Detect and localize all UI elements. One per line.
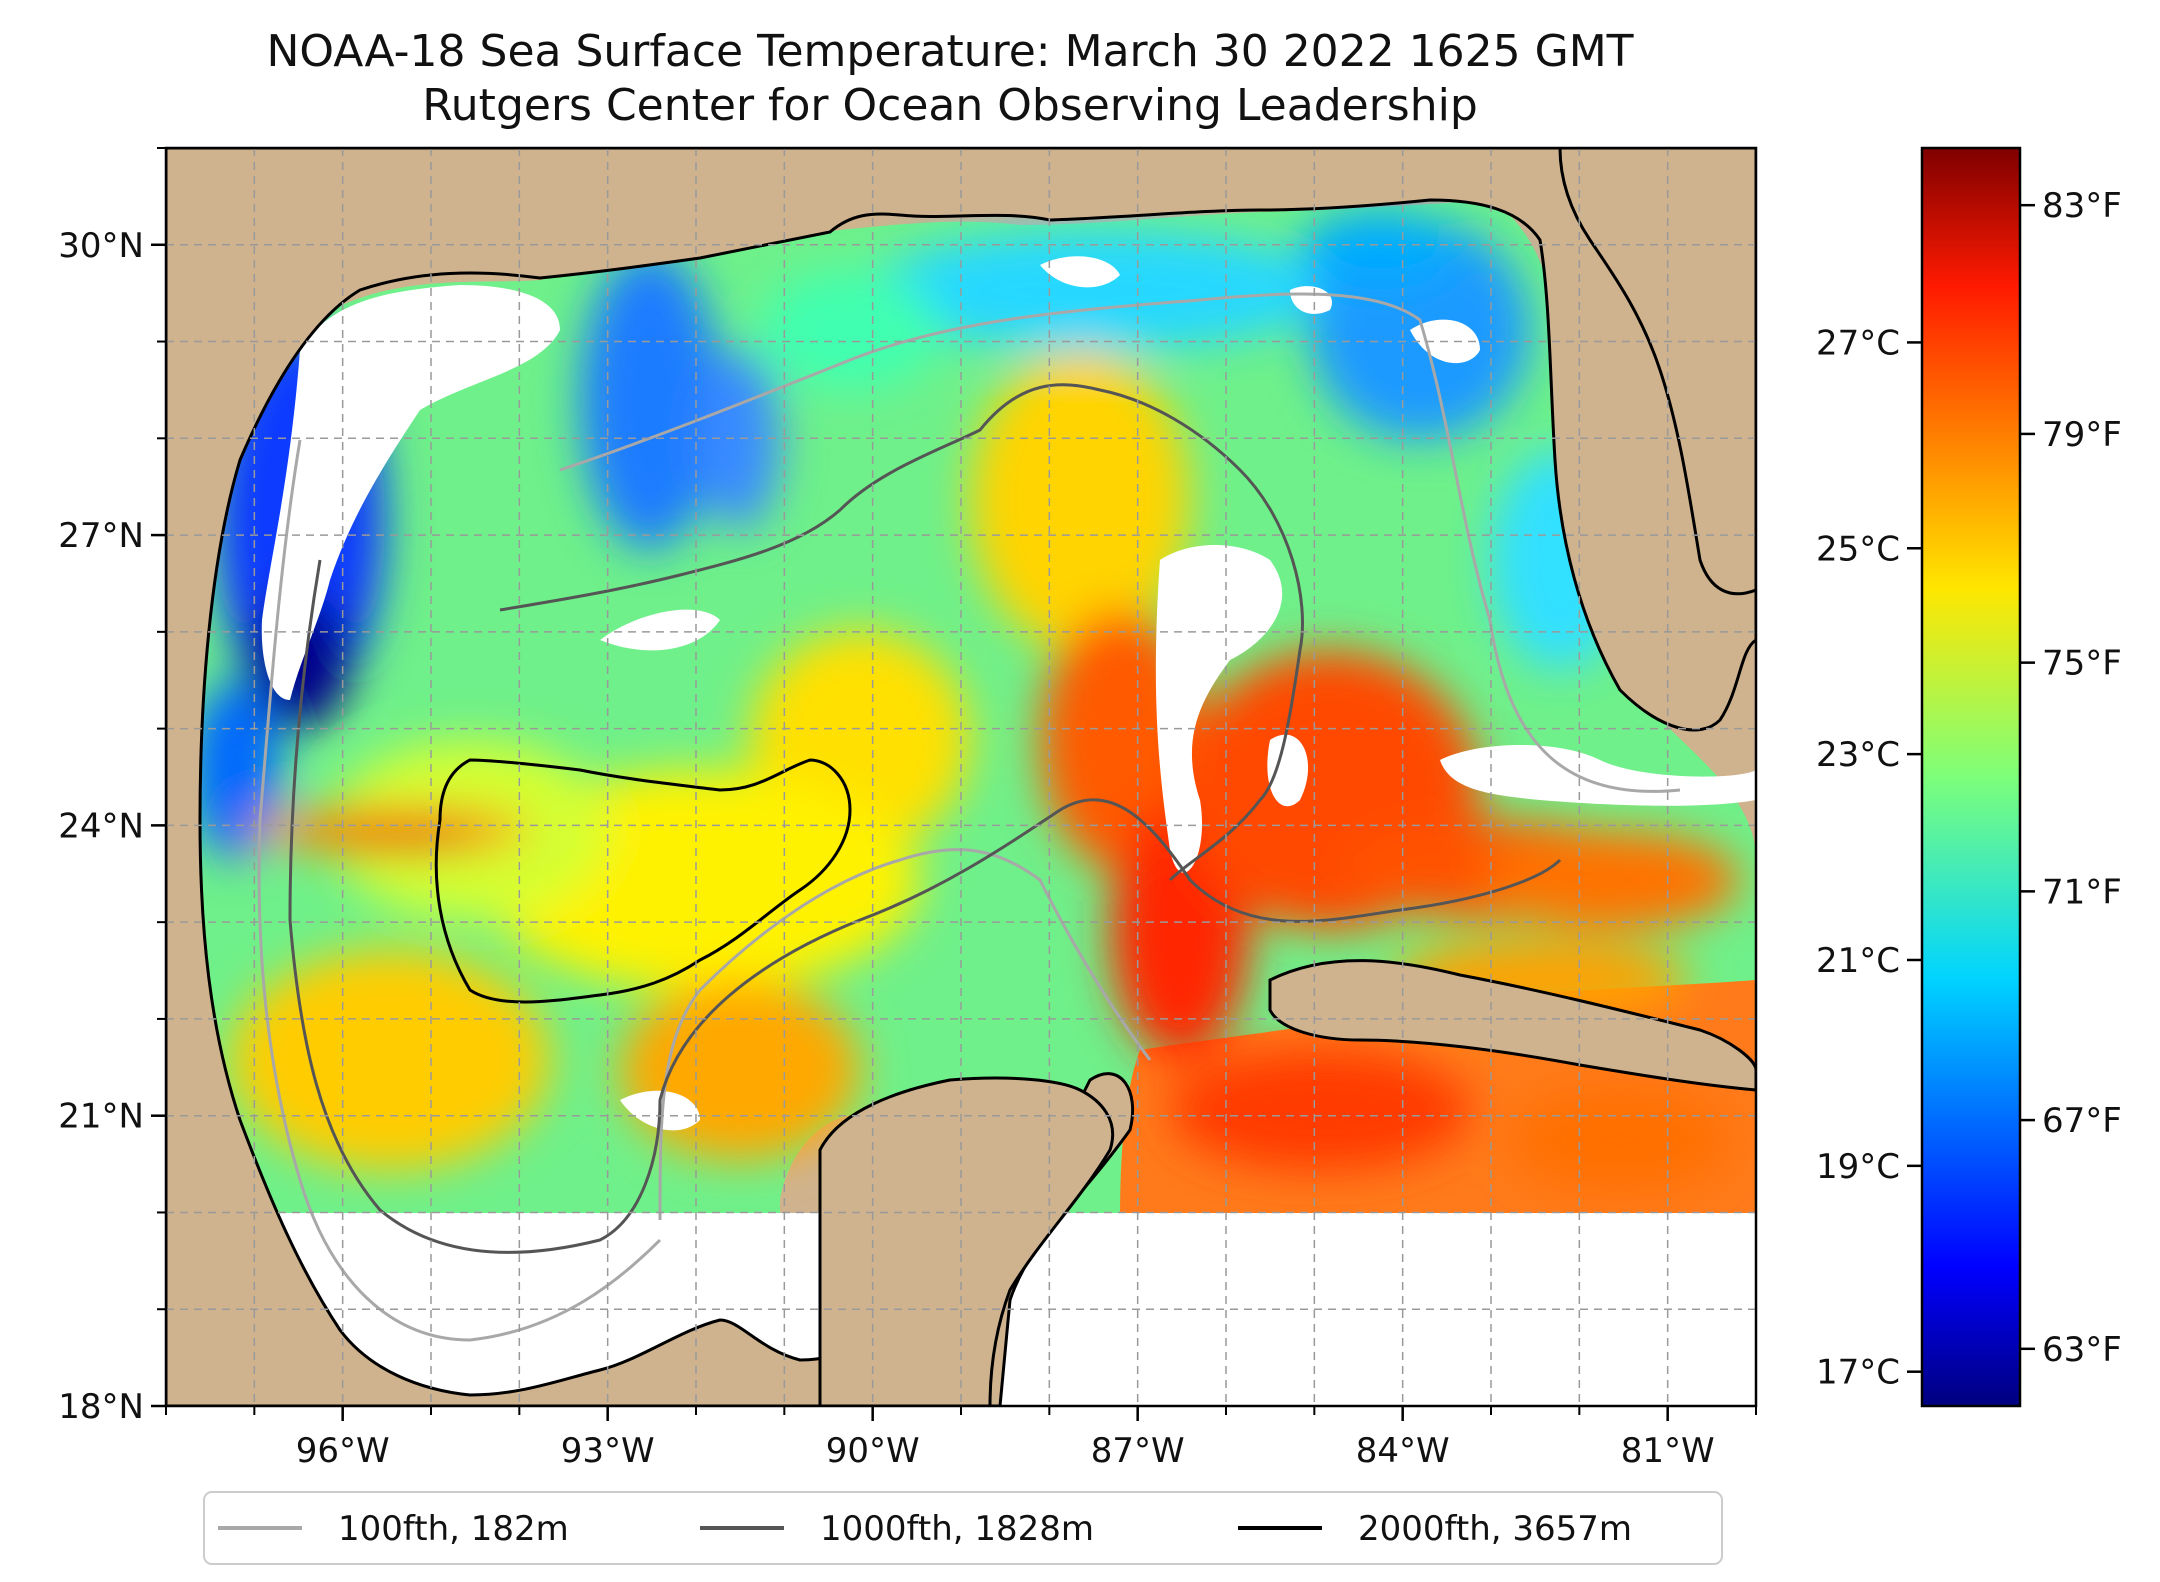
legend-item-label: 2000fth, 3657m — [1358, 1509, 1632, 1549]
latitude-ticks: 30°N 27°N 24°N 21°N 18°N — [58, 147, 166, 1427]
celsius-tick-label: 19°C — [1816, 1147, 1900, 1187]
contour-100fth — [257, 292, 1681, 1342]
lat-tick-label: 24°N — [58, 806, 144, 846]
legend-item-label: 100fth, 182m — [338, 1509, 569, 1549]
lon-tick-label: 84°W — [1356, 1431, 1450, 1471]
fahrenheit-tick-label: 63°F — [2042, 1330, 2122, 1370]
yucatan-peninsula — [818, 1076, 1115, 1406]
colorbar-gradient — [1920, 146, 2022, 1408]
colorbar: 27°C 25°C 23°C 21°C 19°C 17°C 83°F 79°F 75°F 71°… — [1816, 146, 2122, 1408]
bathymetry-contours — [257, 292, 1681, 1342]
land-masses — [166, 148, 1756, 1406]
celsius-tick-label: 21°C — [1816, 941, 1900, 981]
cuba — [1268, 959, 1756, 1092]
title-line-2: Rutgers Center for Ocean Observing Leade… — [422, 80, 1478, 131]
map-panel — [166, 148, 1756, 1406]
celsius-tick-label: 27°C — [1816, 323, 1900, 363]
fahrenheit-tick-label: 79°F — [2042, 415, 2122, 455]
contour-1000fth — [288, 383, 1562, 1254]
fahrenheit-tick-label: 75°F — [2042, 644, 2122, 684]
fahrenheit-tick-label: 71°F — [2042, 872, 2122, 912]
florida-peninsula — [1558, 148, 1756, 596]
longitude-ticks: 96°W 93°W 90°W 87°W 84°W 81°W — [165, 1406, 1757, 1471]
fahrenheit-tick-label: 83°F — [2042, 186, 2122, 226]
legend-box — [203, 1491, 1723, 1565]
fahrenheit-tick-label: 67°F — [2042, 1101, 2122, 1141]
celsius-tick-label: 25°C — [1816, 529, 1900, 569]
colorbar-fahrenheit-ticks: 83°F 79°F 75°F 71°F 67°F 63°F — [2020, 186, 2122, 1370]
lon-tick-label: 96°W — [296, 1431, 390, 1471]
lon-tick-label: 81°W — [1621, 1431, 1715, 1471]
colorbar-celsius-ticks: 27°C 25°C 23°C 21°C 19°C 17°C — [1816, 323, 1922, 1393]
title-line-1: NOAA-18 Sea Surface Temperature: March 3… — [266, 26, 1634, 77]
lon-tick-label: 90°W — [826, 1431, 920, 1471]
lon-tick-label: 87°W — [1091, 1431, 1185, 1471]
lat-tick-label: 21°N — [58, 1097, 144, 1137]
celsius-tick-label: 17°C — [1816, 1353, 1900, 1393]
lat-tick-label: 30°N — [58, 226, 144, 266]
contour-2000fth — [434, 758, 852, 1004]
lon-tick-label: 93°W — [561, 1431, 655, 1471]
celsius-tick-label: 23°C — [1816, 735, 1900, 775]
legend: 100fth, 182m 1000fth, 1828m 2000fth, 3657m — [203, 1491, 1723, 1565]
legend-item-label: 1000fth, 1828m — [820, 1509, 1094, 1549]
lat-tick-label: 27°N — [58, 516, 144, 556]
lat-tick-label: 18°N — [58, 1387, 144, 1427]
